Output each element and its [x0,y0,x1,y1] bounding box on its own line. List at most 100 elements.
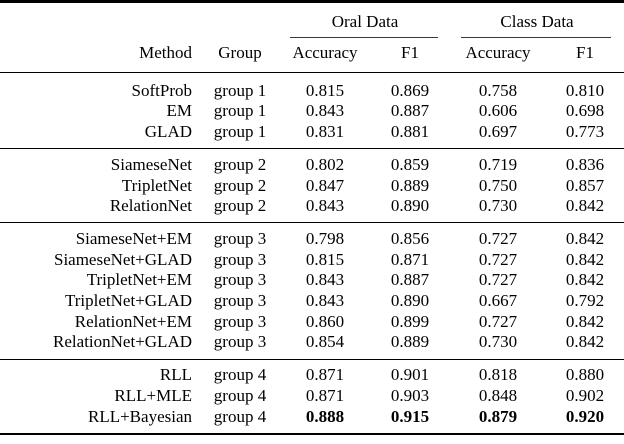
group-cell: group 2 [213,196,267,216]
oral-accuracy-cell: 0.802 [280,148,370,176]
class-f1-cell: 0.857 [565,175,605,195]
method-cell: GLAD [144,122,192,142]
method-cell: TripletNet+EM [86,270,192,290]
oral-accuracy-cell: 0.888 [305,406,345,426]
oral-f1-cell: 0.890 [390,291,430,311]
table-row: EM group 1 0.843 0.887 0.606 0.698 [0,101,624,122]
oral-f1-cell: 0.903 [390,385,430,405]
class-f1-cell: 0.880 [546,358,624,386]
method-cell: RLL [0,358,200,386]
method-cell: RLL+MLE [114,385,192,405]
table-row: SiameseNet group 2 0.802 0.859 0.719 0.8… [0,148,624,176]
group-cell: group 3 [213,270,267,290]
group-cell: group 4 [213,406,267,426]
column-header-row: Method Group Accuracy F1 Accuracy F1 [0,38,624,73]
group-cell: group 1 [213,80,267,100]
group-cell: group 4 [200,358,280,386]
group-cell: group 3 [213,311,267,331]
spanner-empty-method [0,2,200,39]
class-accuracy-cell: 0.730 [478,196,518,216]
group-cell: group 3 [200,222,280,250]
spanner-row: Oral Data Class Data [0,2,624,39]
method-cell: SiameseNet+EM [0,222,200,250]
oral-accuracy-cell: 0.860 [305,311,345,331]
class-accuracy-cell: 0.848 [478,385,518,405]
method-cell: TripletNet [121,175,192,195]
oral-accuracy-cell: 0.871 [305,385,345,405]
oral-accuracy-cell: 0.854 [305,332,345,352]
table-row: TripletNet+EM group 3 0.843 0.887 0.727 … [0,270,624,291]
col-header-oral-f1: F1 [370,38,450,73]
class-accuracy-cell: 0.758 [478,80,518,100]
class-accuracy-cell: 0.727 [450,222,546,250]
table-row: RLL+Bayesian group 4 0.888 0.915 0.879 0… [0,407,624,435]
class-accuracy-cell: 0.730 [478,332,518,352]
table-row: RelationNet+GLAD group 3 0.854 0.889 0.7… [0,332,624,359]
group-cell: group 3 [213,291,267,311]
oral-data-label: Oral Data [331,12,399,31]
class-f1-cell: 0.842 [565,311,605,331]
class-data-cmidrule [461,37,611,38]
class-f1-cell: 0.842 [565,270,605,290]
oral-data-cmidrule [290,37,438,38]
class-f1-cell: 0.842 [565,249,605,269]
table-row: RLL group 4 0.871 0.901 0.818 0.880 [0,358,624,386]
class-accuracy-cell: 0.667 [478,291,518,311]
method-cell: SiameseNet+GLAD [53,249,192,269]
oral-accuracy-cell: 0.843 [305,101,345,121]
class-f1-cell: 0.773 [565,122,605,142]
class-accuracy-cell: 0.727 [478,270,518,290]
oral-f1-cell: 0.859 [370,148,450,176]
oral-accuracy-cell: 0.843 [305,291,345,311]
oral-f1-cell: 0.881 [390,122,430,142]
spanner-empty-group [200,2,280,39]
class-f1-cell: 0.698 [565,101,605,121]
class-data-label: Class Data [500,12,574,31]
oral-f1-cell: 0.915 [390,406,430,426]
class-accuracy-cell: 0.697 [478,122,518,142]
table-row: RelationNet+EM group 3 0.860 0.899 0.727… [0,312,624,333]
method-cell: RelationNet+EM [74,311,192,331]
col-header-class-f1: F1 [546,38,624,73]
group-cell: group 2 [200,148,280,176]
oral-accuracy-cell: 0.847 [305,175,345,195]
class-f1-cell: 0.792 [565,291,605,311]
oral-accuracy-cell: 0.815 [305,249,345,269]
oral-f1-cell: 0.889 [390,175,430,195]
oral-accuracy-cell: 0.815 [305,80,345,100]
group-cell: group 1 [213,101,267,121]
table-row: GLAD group 1 0.831 0.881 0.697 0.773 [0,122,624,149]
table-row: SiameseNet+EM group 3 0.798 0.856 0.727 … [0,222,624,250]
oral-f1-cell: 0.871 [390,249,430,269]
table-row: TripletNet group 2 0.847 0.889 0.750 0.8… [0,176,624,197]
oral-accuracy-cell: 0.843 [305,196,345,216]
class-accuracy-cell: 0.818 [450,358,546,386]
oral-data-spanner: Oral Data [280,2,450,38]
table-row: TripletNet+GLAD group 3 0.843 0.890 0.66… [0,291,624,312]
table-body: SoftProb group 1 0.815 0.869 0.758 0.810… [0,72,624,434]
class-accuracy-cell: 0.727 [478,311,518,331]
method-cell: RelationNet+GLAD [53,332,192,352]
class-f1-cell: 0.842 [565,196,605,216]
method-cell: RLL+Bayesian [87,406,192,426]
col-header-group: Group [200,38,280,73]
group-cell: group 3 [213,249,267,269]
oral-f1-cell: 0.856 [370,222,450,250]
oral-accuracy-cell: 0.843 [305,270,345,290]
table-row: RelationNet group 2 0.843 0.890 0.730 0.… [0,196,624,223]
class-accuracy-cell: 0.719 [450,148,546,176]
oral-f1-cell: 0.887 [390,101,430,121]
table-row: RLL+MLE group 4 0.871 0.903 0.848 0.902 [0,386,624,407]
col-header-oral-accuracy: Accuracy [280,38,370,73]
oral-f1-cell: 0.890 [390,196,430,216]
class-accuracy-cell: 0.750 [478,175,518,195]
class-accuracy-cell: 0.606 [478,101,518,121]
method-cell: SiameseNet [0,148,200,176]
class-f1-cell: 0.842 [546,222,624,250]
oral-f1-cell: 0.869 [390,80,430,100]
class-f1-cell: 0.810 [565,80,605,100]
group-cell: group 4 [213,385,267,405]
oral-f1-cell: 0.901 [370,358,450,386]
class-accuracy-cell: 0.727 [478,249,518,269]
method-cell: RelationNet [109,196,192,216]
